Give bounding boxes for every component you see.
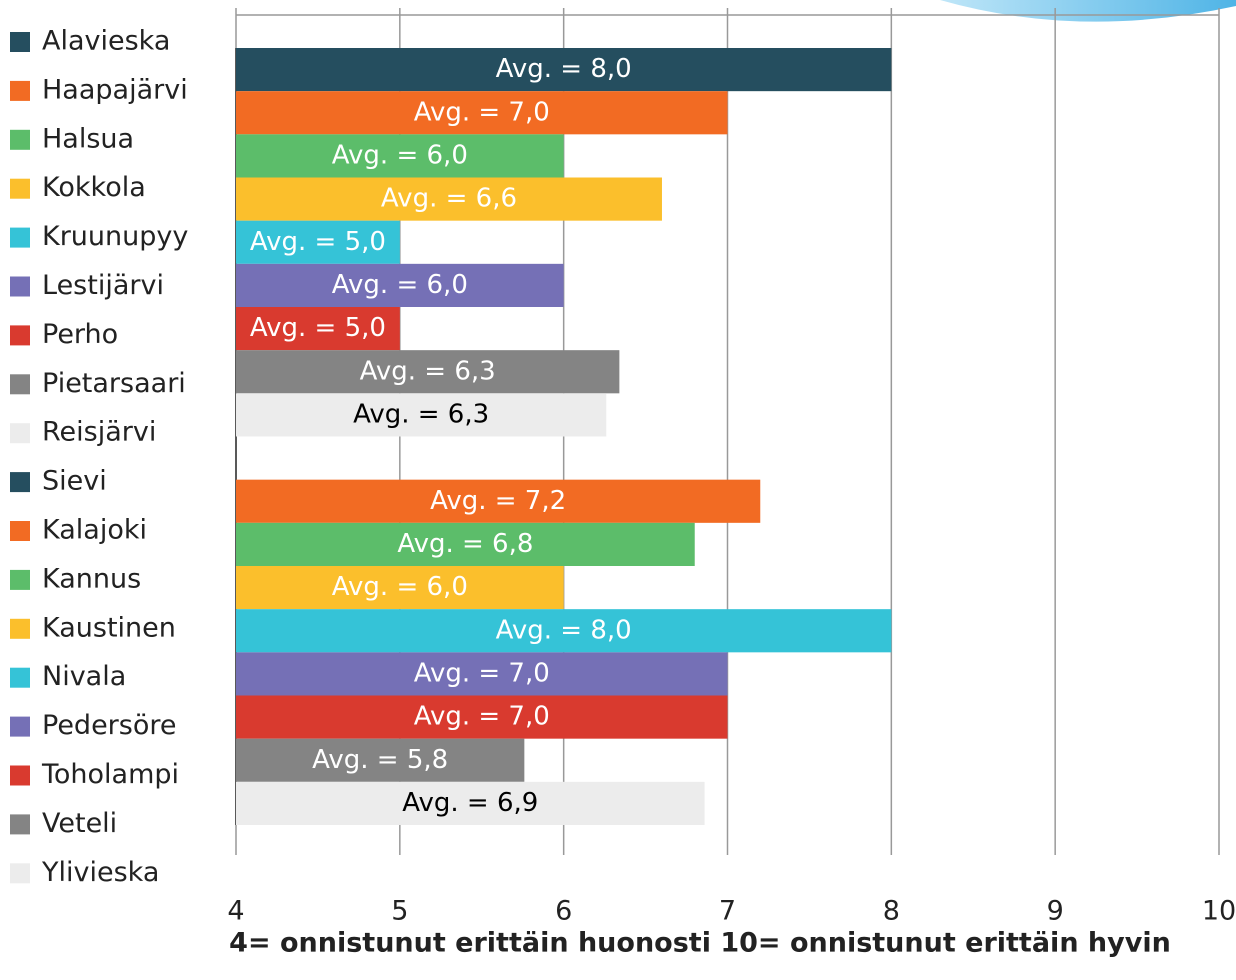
- legend-swatch: [10, 570, 30, 590]
- legend-swatch: [10, 374, 30, 394]
- legend-swatch: [10, 130, 30, 150]
- legend-swatch: [10, 766, 30, 786]
- legend-label: Lestijärvi: [42, 270, 164, 301]
- decoration: [940, 0, 1236, 22]
- legend-label: Perho: [42, 319, 118, 350]
- legend-swatch: [10, 325, 30, 345]
- legend-label: Kokkola: [42, 172, 146, 203]
- legend-label: Kannus: [42, 563, 141, 594]
- x-tick-label: 7: [719, 896, 736, 927]
- legend-swatch: [10, 228, 30, 248]
- legend-label: Kruunupyy: [42, 221, 188, 252]
- chart: 4= onnistunut erittäin huonosti 10= onni…: [0, 0, 1236, 980]
- data-label: Avg. = 6,9: [402, 788, 538, 818]
- legend-label: Haapajärvi: [42, 74, 188, 105]
- legend-swatch: [10, 814, 30, 834]
- legend-label: Toholampi: [41, 759, 179, 790]
- legend-label: Halsua: [42, 123, 134, 154]
- data-label: Avg. = 8,0: [496, 615, 632, 645]
- data-label: Avg. = 6,0: [332, 140, 468, 170]
- legend-label: Kalajoki: [42, 515, 147, 546]
- x-tick-label: 9: [1047, 896, 1064, 927]
- x-tick-label: 4: [227, 896, 244, 927]
- legend-label: Pietarsaari: [42, 368, 186, 399]
- legend-label: Sievi: [42, 466, 107, 497]
- legend-swatch: [10, 277, 30, 297]
- legend-label: Veteli: [42, 808, 117, 839]
- legend-label: Reisjärvi: [42, 417, 156, 448]
- legend-swatch: [10, 863, 30, 883]
- data-label: Avg. = 5,0: [250, 227, 386, 257]
- legend-swatch: [10, 423, 30, 443]
- data-label: Avg. = 6,0: [332, 572, 468, 602]
- legend-label: Nivala: [42, 661, 126, 692]
- legend-label: Alavieska: [42, 26, 170, 57]
- legend-swatch: [10, 521, 30, 541]
- legend-swatch: [10, 81, 30, 101]
- data-label: Avg. = 5,0: [250, 313, 386, 343]
- x-axis-title: 4= onnistunut erittäin huonosti 10= onni…: [229, 928, 1171, 959]
- legend-label: Kaustinen: [42, 612, 176, 643]
- data-label: Avg. = 7,0: [414, 702, 550, 732]
- legend-swatch: [10, 668, 30, 688]
- legend-label: Ylivieska: [41, 857, 159, 888]
- x-tick-label: 10: [1202, 896, 1236, 927]
- legend-label: Pedersöre: [42, 710, 177, 741]
- data-label: Avg. = 6,8: [397, 529, 533, 559]
- legend-swatch: [10, 619, 30, 639]
- data-label: Avg. = 6,6: [381, 184, 517, 214]
- legend-swatch: [10, 472, 30, 492]
- data-label: Avg. = 5,8: [312, 745, 448, 775]
- x-tick-label: 5: [391, 896, 408, 927]
- data-label: Avg. = 7,0: [414, 97, 550, 127]
- data-label: Avg. = 6,3: [360, 356, 496, 386]
- x-tick-label: 6: [555, 896, 572, 927]
- data-label: Avg. = 7,2: [430, 486, 566, 516]
- legend-swatch: [10, 717, 30, 737]
- data-label: Avg. = 7,0: [414, 658, 550, 688]
- legend-swatch: [10, 32, 30, 52]
- legend-swatch: [10, 179, 30, 199]
- data-label: Avg. = 8,0: [496, 54, 632, 84]
- data-label: Avg. = 6,3: [353, 399, 489, 429]
- data-label: Avg. = 6,0: [332, 270, 468, 300]
- x-tick-label: 8: [883, 896, 900, 927]
